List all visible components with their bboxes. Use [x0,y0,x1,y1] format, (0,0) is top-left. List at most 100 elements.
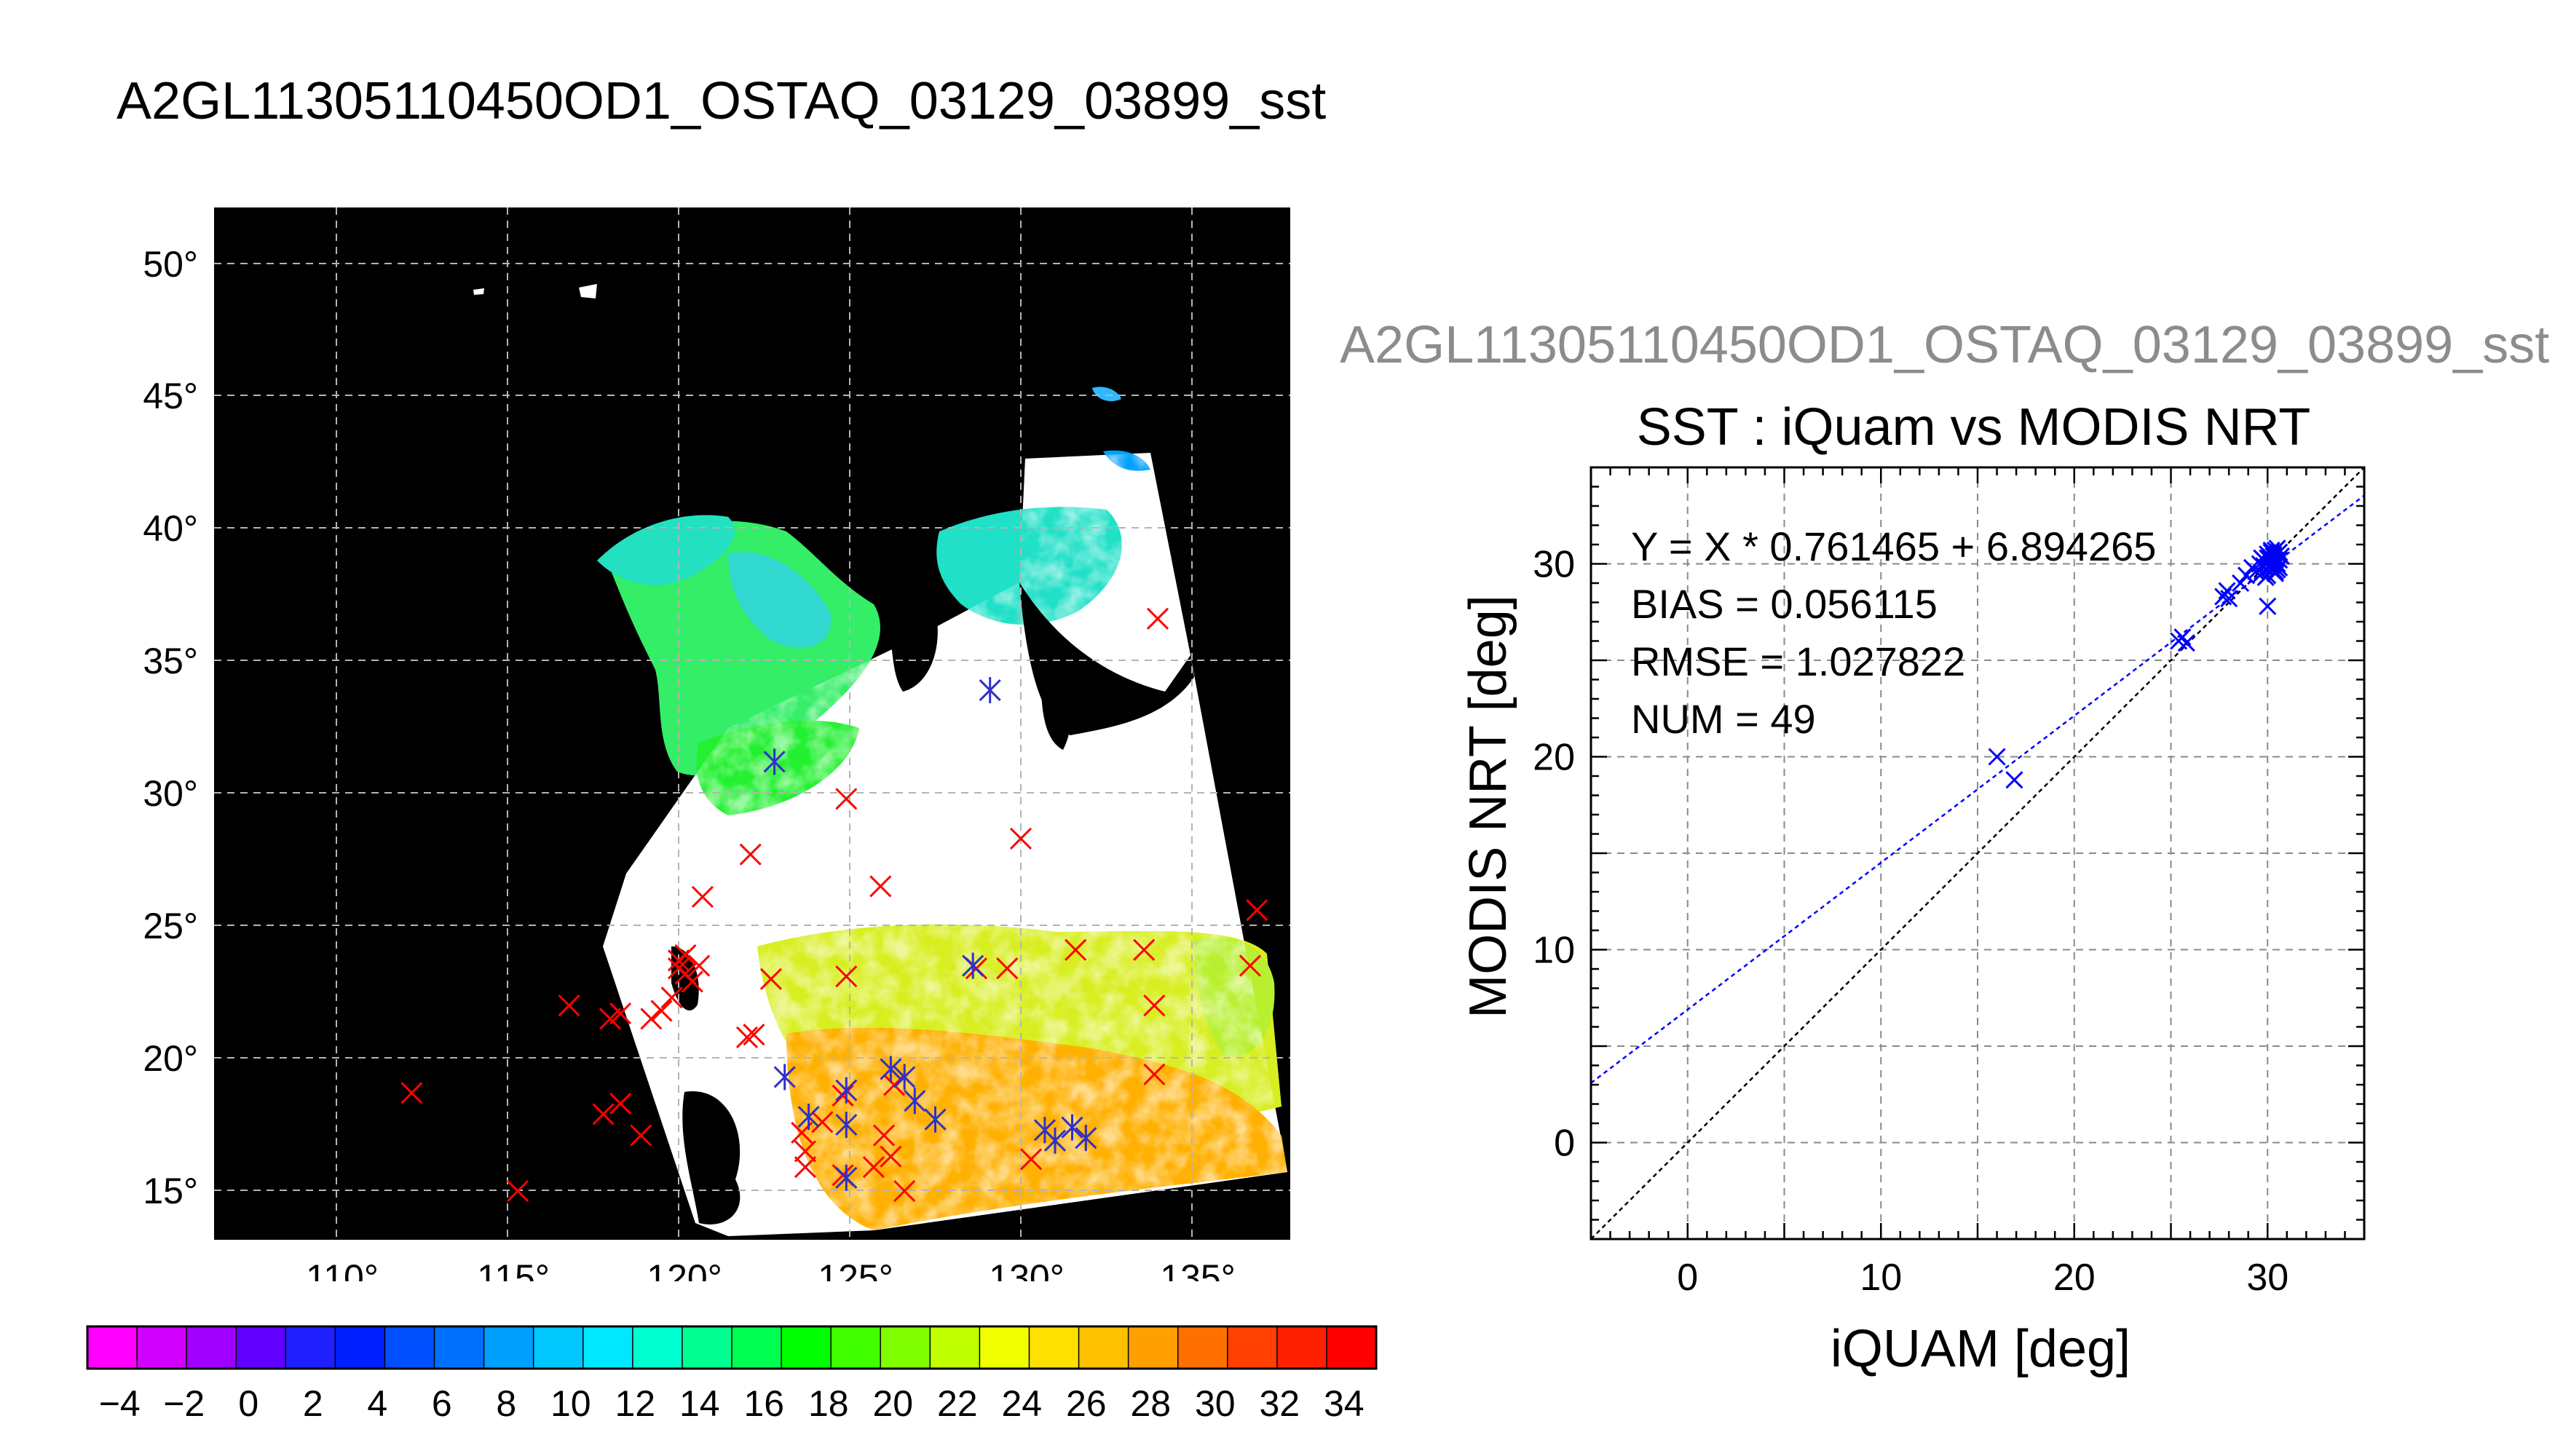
colorbar-tick-label: 12 [615,1383,655,1424]
map-marker-blue [979,677,1001,704]
map-marker-red [862,1156,885,1179]
colorbar: −4 −2 0 2 4 6 8 10 12 14 16 18 20 22 24 26 28 30 32 34 [86,1325,1378,1424]
lon-tick-label: 120° [647,1257,722,1281]
colorbar-tick-label: 18 [808,1383,849,1424]
map-marker-red [832,1084,854,1107]
scatter-title: SST : iQuam vs MODIS NRT [1636,398,2311,456]
map-marker-blue [835,1112,858,1138]
map-marker-blue [835,1077,858,1104]
map-grid [214,207,1290,1240]
data-point [2262,561,2280,579]
map-marker-red [650,1000,673,1022]
y-tick-label: 0 [1554,1123,1575,1165]
map-marker-red [1065,938,1087,961]
x-tick-label: 0 [1677,1257,1698,1299]
colorbar-tick-label: 6 [432,1383,452,1424]
colorbar-cell [533,1326,584,1369]
y-axis-label: MODIS NRT [deg] [1459,595,1517,1018]
map-marker-blue [962,952,984,979]
map-marker-red [1239,954,1261,977]
colorbar-tick-label: 32 [1259,1383,1300,1424]
data-point [2220,590,2238,608]
map-marker-red [743,1024,765,1046]
x-tick-label: 20 [2053,1257,2096,1299]
map-marker-red [592,1103,615,1125]
map-marker-red [640,1008,663,1030]
lon-tick-labels: 110° 115° 120° 125° 130° 135° [306,1257,1236,1281]
map-marker-red [609,1002,632,1025]
land-small-1 [579,284,597,298]
sst-map: 50° 45° 40° 35° 30° 25° 20° 15° 110° 115… [143,207,1290,1281]
colorbar-tick-label: 2 [303,1383,323,1424]
map-marker-red [759,968,782,990]
map-marker-blue [904,1088,926,1115]
colorbar-tick-label: 22 [937,1383,978,1424]
map-marker-red [996,957,1019,980]
map-marker-red [688,954,711,977]
map-marker-blue [880,1056,902,1083]
sst-hokkaido [1092,387,1121,402]
map-marker-red [835,965,858,988]
data-point [2232,574,2250,593]
colorbar-cell [1326,1326,1377,1369]
map-marker-blue [835,1164,858,1191]
map-marker-red [811,1111,834,1133]
land-korea [866,510,938,692]
map-marker-red [872,1124,896,1147]
map-marker-red [1146,607,1169,630]
colorbar-cell [1227,1326,1278,1369]
colorbar-cell [1128,1326,1179,1369]
rmse-stat: RMSE = 1.027822 [1631,638,1966,684]
map-marker-red [400,1082,423,1104]
map-marker-red [835,788,858,810]
colorbar-tick-label: 14 [679,1383,720,1424]
lat-tick-label: 35° [143,641,198,681]
data-point [1988,748,2006,766]
colorbar-tick-label: 20 [872,1383,913,1424]
data-point [2177,634,2195,652]
colorbar-tick-label: 8 [496,1383,516,1424]
map-marker-red [674,943,697,967]
land-small-2 [473,288,484,295]
land-kyushu [1041,684,1070,750]
lon-tick-label: 110° [306,1257,379,1281]
lon-tick-label: 130° [989,1257,1064,1281]
colorbar-cell [137,1326,187,1369]
colorbar-tick-label: 4 [367,1383,387,1424]
map-marker-red [794,1140,816,1163]
map-marker-red [691,885,714,909]
colorbar-cell [434,1326,485,1369]
map-marker-red [869,875,892,898]
lon-tick-label: 135° [1160,1257,1235,1281]
map-marker-blue [1061,1114,1083,1141]
map-marker-red [1009,827,1032,850]
colorbar-cell [880,1326,931,1369]
land-japan [1019,582,1194,735]
land-luzon [682,1091,741,1224]
lat-tick-label: 25° [143,906,198,946]
colorbar-cell [483,1326,534,1369]
colorbar-cell [1276,1326,1327,1369]
map-marker-red [893,1179,916,1203]
colorbar-tick-label: 28 [1130,1383,1171,1424]
colorbar-tick-label: 24 [1001,1383,1042,1424]
y-tick-label: 10 [1533,930,1575,972]
lon-tick-label: 115° [477,1257,550,1281]
bias-stat: BIAS = 0.056115 [1631,581,1938,627]
scatter-file-title: A2GL11305110450OD1_OSTAQ_03129_03899_sst [1340,316,2550,374]
map-marker-red [1133,938,1156,961]
colorbar-tick-label: 0 [238,1383,258,1424]
map-marker-red [1143,994,1166,1017]
x-tick-label: 10 [1860,1257,1902,1299]
map-marker-red [558,994,580,1017]
map-marker-blue [773,1064,796,1091]
map-marker-red [507,1179,529,1203]
data-point [2005,771,2023,789]
map-marker-red [1020,1148,1043,1171]
map-marker-red [880,1145,902,1168]
map-marker-blue [893,1064,916,1091]
lat-tick-label: 20° [143,1038,198,1079]
num-stat: NUM = 49 [1631,696,1816,742]
colorbar-tick-label: −4 [99,1383,141,1424]
